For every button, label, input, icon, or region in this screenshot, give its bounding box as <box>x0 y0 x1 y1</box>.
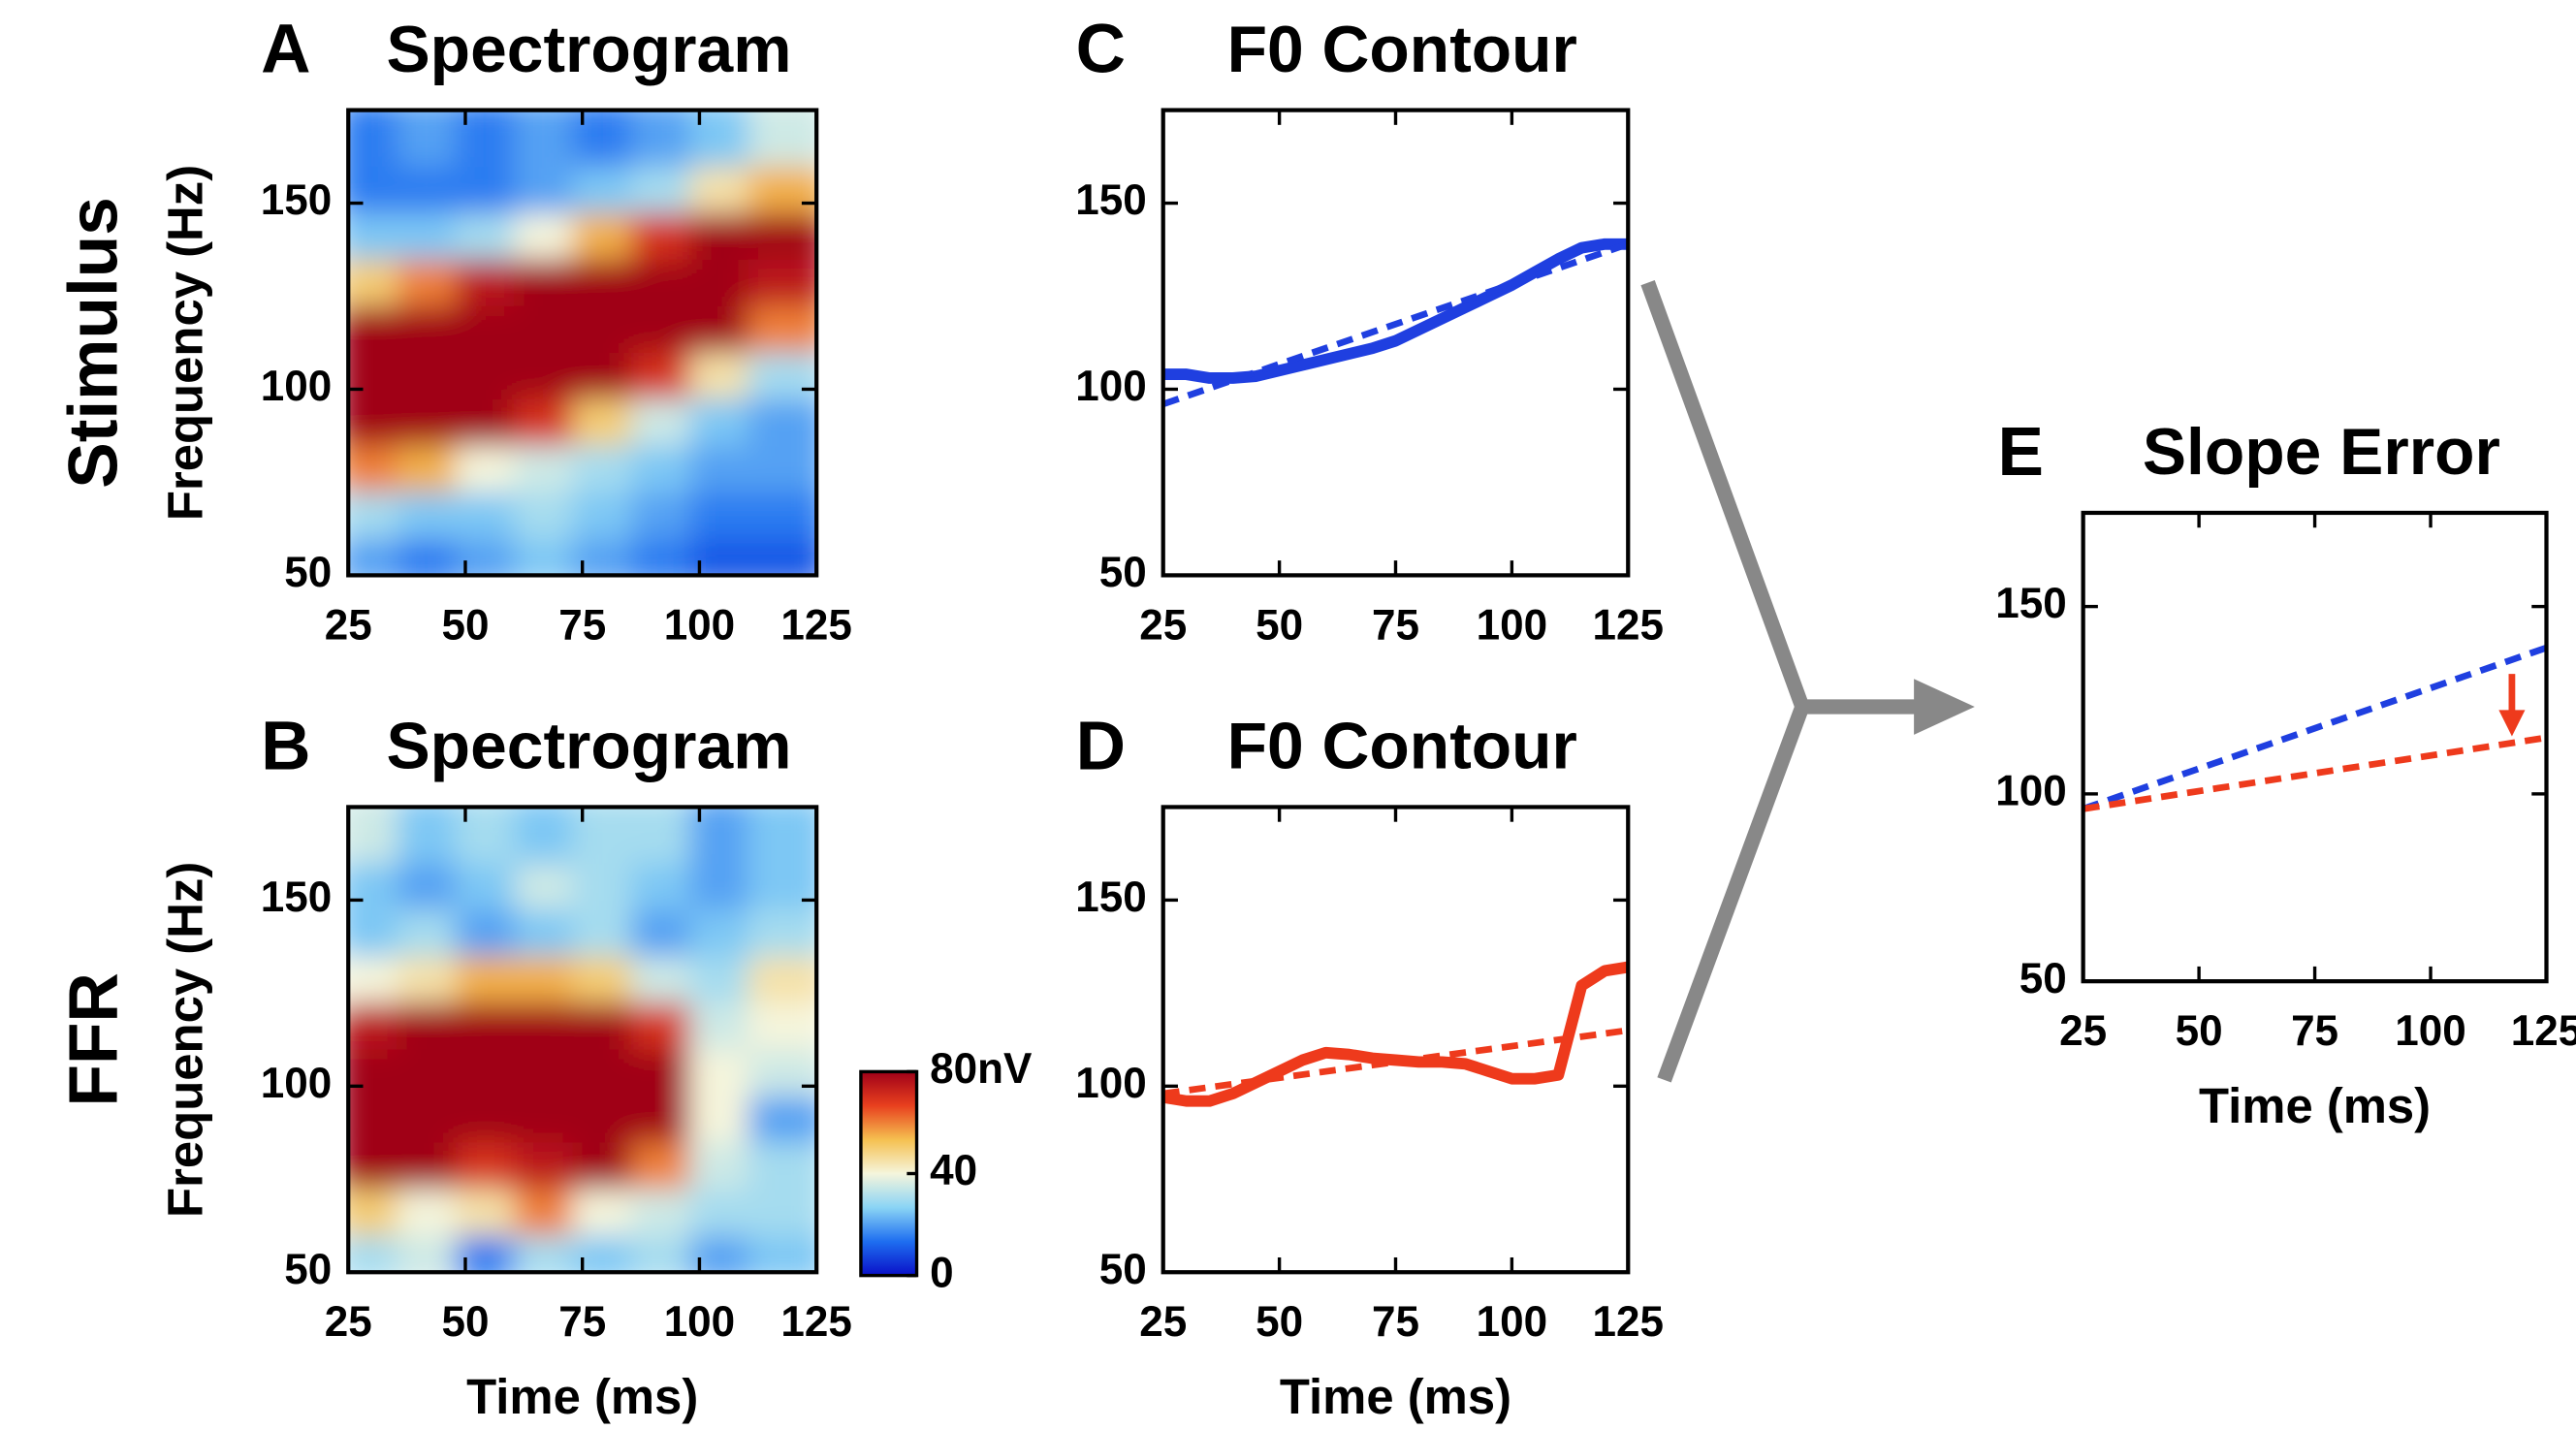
y-tick-label: 50 <box>1099 549 1147 596</box>
y-tick-label: 100 <box>261 363 332 410</box>
x-tick-label: 25 <box>1139 1298 1187 1346</box>
y-tick-label: 50 <box>284 1246 332 1293</box>
x-axis-label: Time (ms) <box>466 1369 698 1424</box>
contour-line <box>1162 238 1629 384</box>
y-tick-label: 50 <box>2019 955 2067 1002</box>
x-tick-label: 125 <box>1593 1298 1664 1346</box>
x-tick-label: 75 <box>2291 1007 2338 1055</box>
x-tick-label: 75 <box>558 601 606 649</box>
fit-line <box>2083 734 2547 812</box>
x-tick-label: 100 <box>2395 1007 2465 1055</box>
panel-letter: A <box>261 12 310 88</box>
x-tick-label: 50 <box>1256 601 1303 649</box>
x-tick-label: 50 <box>1256 1298 1303 1346</box>
y-tick-label: 150 <box>261 874 332 921</box>
flow-arrow-head <box>1914 679 1975 735</box>
panel-title: F0 Contour <box>1227 14 1577 86</box>
x-tick-label: 25 <box>325 1298 372 1346</box>
x-tick-label: 75 <box>1372 601 1419 649</box>
panel-letter: E <box>1998 414 2044 491</box>
x-tick-label: 50 <box>441 601 489 649</box>
panel-title: Spectrogram <box>386 14 791 86</box>
y-tick-label: 100 <box>1995 768 2066 815</box>
x-tick-label: 50 <box>2176 1007 2223 1055</box>
x-tick-label: 125 <box>780 601 851 649</box>
y-axis-label: Frequency (Hz) <box>157 862 212 1218</box>
plot-area <box>348 110 817 576</box>
y-tick-label: 50 <box>1099 1246 1147 1293</box>
x-tick-label: 100 <box>664 601 735 649</box>
panel-title: Spectrogram <box>386 711 791 783</box>
flow-arrow <box>1640 279 1923 1083</box>
plot-area <box>1162 961 1629 1107</box>
row-label: Stimulus <box>55 197 132 489</box>
x-tick-label: 125 <box>1593 601 1664 649</box>
panel-letter: D <box>1076 709 1126 785</box>
plot-area <box>1162 238 1629 408</box>
fit-line <box>2083 644 2547 812</box>
y-tick-label: 100 <box>1075 363 1146 410</box>
y-tick-label: 150 <box>1995 580 2066 627</box>
x-tick-label: 125 <box>780 1298 851 1346</box>
y-tick-label: 100 <box>261 1060 332 1107</box>
x-tick-label: 100 <box>664 1298 735 1346</box>
x-tick-label: 100 <box>1477 1298 1547 1346</box>
x-tick-label: 25 <box>2059 1007 2107 1055</box>
x-tick-label: 125 <box>2511 1007 2576 1055</box>
x-tick-label: 50 <box>441 1298 489 1346</box>
contour-line <box>1162 961 1629 1107</box>
row-label: FFR <box>55 972 132 1106</box>
panel-title: F0 Contour <box>1227 711 1577 783</box>
x-tick-label: 25 <box>325 601 372 649</box>
y-tick-label: 150 <box>1075 176 1146 224</box>
plot-area <box>2083 644 2547 812</box>
heatmap <box>348 807 817 1273</box>
panel-letter: C <box>1076 12 1126 88</box>
y-tick-label: 100 <box>1075 1060 1146 1107</box>
panel-letter: B <box>261 709 310 785</box>
y-tick-label: 50 <box>284 549 332 596</box>
colorbar-tick-label: 80nV <box>930 1045 1033 1093</box>
x-tick-label: 75 <box>1372 1298 1419 1346</box>
x-axis-label: Time (ms) <box>2199 1078 2431 1133</box>
y-tick-label: 150 <box>261 176 332 224</box>
colorbar-tick-label: 40 <box>930 1147 977 1194</box>
x-axis-label: Time (ms) <box>1280 1369 1511 1424</box>
error-arrow-head <box>2498 710 2526 737</box>
heatmap-cell <box>747 807 817 864</box>
y-tick-label: 150 <box>1075 874 1146 921</box>
heatmap-cell <box>747 110 817 167</box>
heatmap <box>348 110 817 576</box>
fit-line <box>1162 240 1629 408</box>
colorbar-tick-label: 0 <box>930 1249 953 1296</box>
x-tick-label: 75 <box>558 1298 606 1346</box>
x-tick-label: 25 <box>1139 601 1187 649</box>
plot-area <box>348 807 817 1273</box>
panel-title: Slope Error <box>2143 416 2500 489</box>
y-axis-label: Frequency (Hz) <box>157 165 212 521</box>
x-tick-label: 100 <box>1477 601 1547 649</box>
